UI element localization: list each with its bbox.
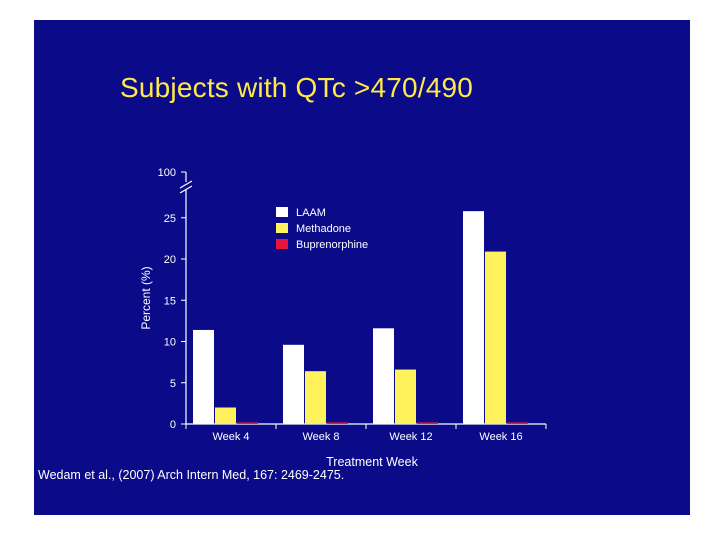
citation-text: Wedam et al., (2007) Arch Intern Med, 16… <box>38 468 345 482</box>
y-axis-label: Percent (%) <box>139 266 153 329</box>
legend-swatch <box>276 223 288 233</box>
bar-methadone-week-16 <box>485 251 506 424</box>
chart-legend: LAAM Methadone Buprenorphine <box>276 207 368 251</box>
bar-laam-week-4 <box>193 329 214 424</box>
slide-title: Subjects with QTc >470/490 <box>120 72 474 103</box>
y-tick-label: 10 <box>164 337 176 349</box>
bar-methadone-week-4 <box>215 407 236 424</box>
x-tick-label: Week 12 <box>389 431 432 443</box>
y-tick-label: 15 <box>164 295 176 307</box>
legend-label: Methadone <box>296 223 351 235</box>
y-tick-label: 5 <box>170 378 176 390</box>
x-tick-label: Week 4 <box>212 431 249 443</box>
bar-buprenorphine-week-4 <box>237 422 258 424</box>
legend-label: Buprenorphine <box>296 239 368 251</box>
bar-methadone-week-12 <box>395 369 416 424</box>
bar-laam-week-12 <box>373 328 394 424</box>
bar-buprenorphine-week-16 <box>507 422 528 424</box>
bar-methadone-week-8 <box>305 371 326 424</box>
bar-buprenorphine-week-8 <box>327 422 348 424</box>
y-tick-label: 25 <box>164 213 176 225</box>
legend-swatch <box>276 207 288 217</box>
axis-break-mark <box>179 185 193 194</box>
y-tick-label: 0 <box>170 419 176 431</box>
slide-background <box>34 20 690 515</box>
x-tick-label: Week 16 <box>479 431 522 443</box>
bar-laam-week-8 <box>283 344 304 424</box>
bar-buprenorphine-week-12 <box>417 422 438 424</box>
y-tick-label: 100 <box>158 167 176 179</box>
legend-swatch <box>276 239 288 249</box>
axis-break-mark <box>179 180 193 189</box>
chart-bars <box>193 211 528 424</box>
y-tick-label: 20 <box>164 254 176 266</box>
bar-laam-week-16 <box>463 211 484 424</box>
x-tick-label: Week 8 <box>302 431 339 443</box>
x-axis-label: Treatment Week <box>326 455 418 469</box>
legend-label: LAAM <box>296 207 326 219</box>
